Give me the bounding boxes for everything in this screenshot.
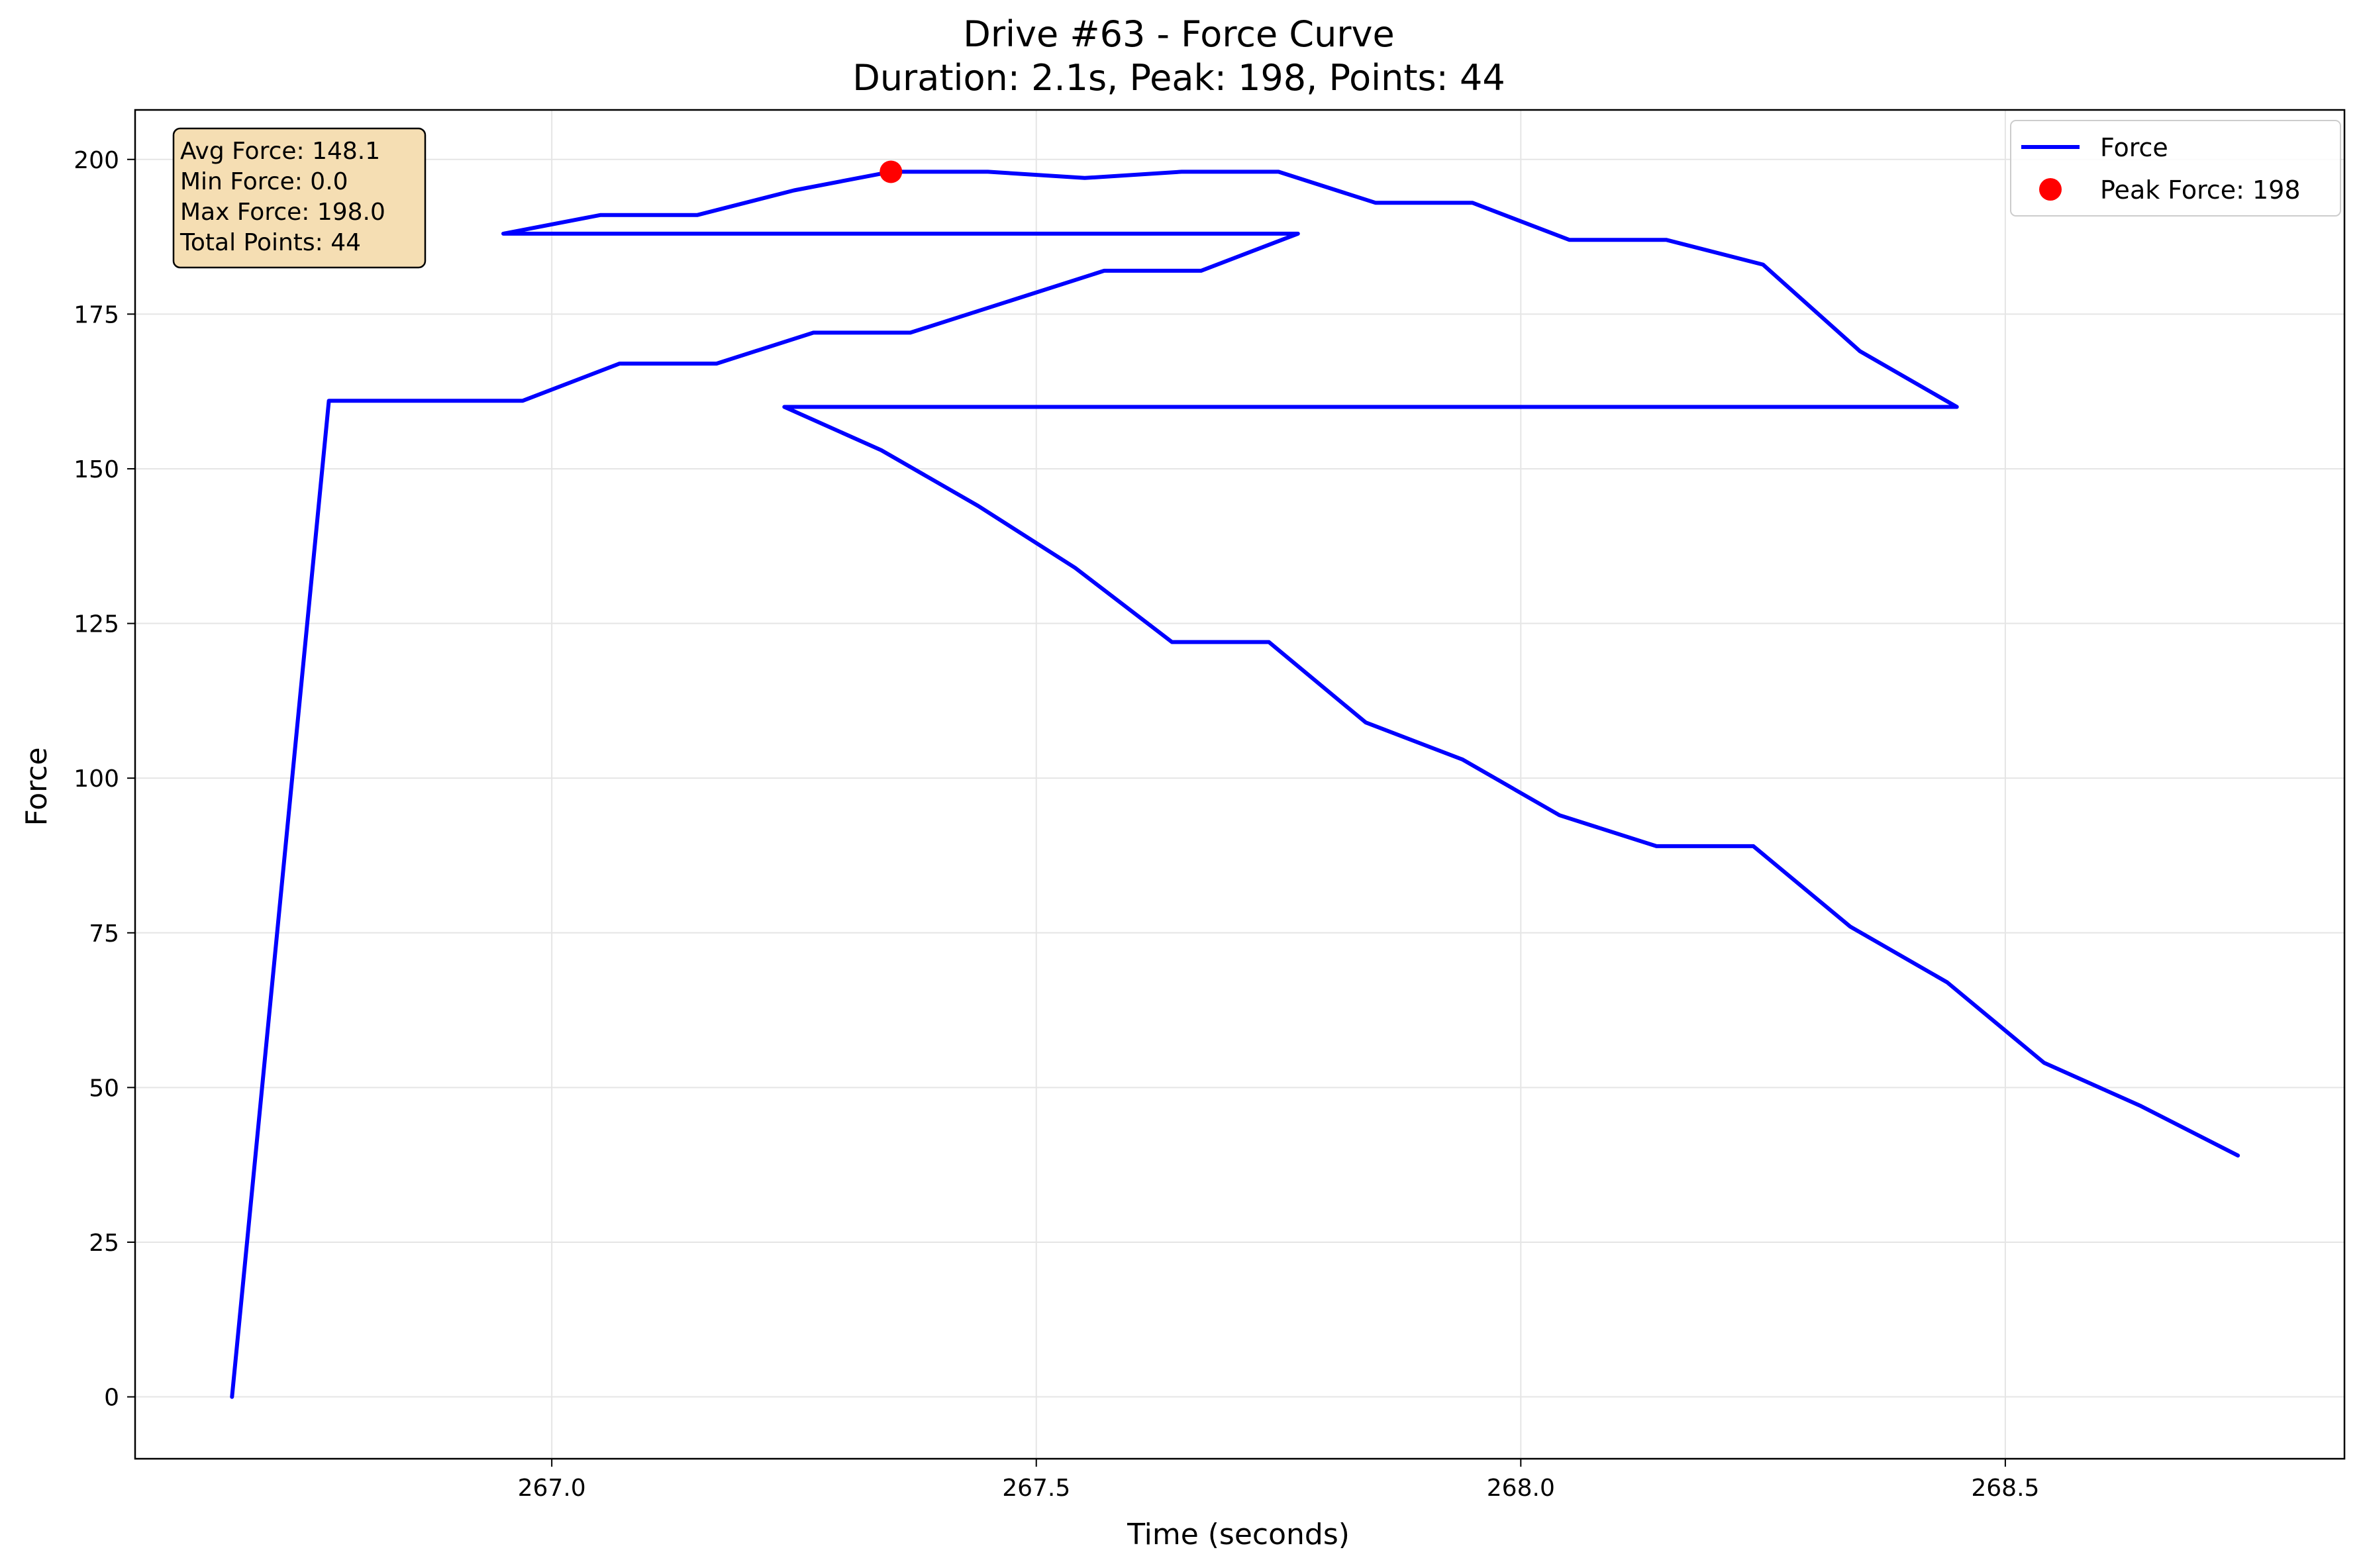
y-tick-label: 150 xyxy=(74,456,119,483)
y-tick-label: 50 xyxy=(89,1075,119,1102)
y-tick-label: 0 xyxy=(104,1385,119,1412)
x-axis-label: Time (seconds) xyxy=(1127,1518,1350,1551)
series-layer xyxy=(230,160,2240,1399)
stats-box: Avg Force: 148.1 Min Force: 0.0 Max Forc… xyxy=(172,127,427,269)
chart-title: Drive #63 - Force Curve xyxy=(963,13,1394,55)
legend-peak-swatch xyxy=(2039,178,2062,201)
y-tick-label: 100 xyxy=(74,765,119,793)
y-tick-label: 75 xyxy=(89,920,119,948)
x-tick-label: 267.0 xyxy=(518,1475,586,1502)
grid xyxy=(135,110,2344,1459)
x-tick-label: 268.5 xyxy=(1971,1475,2039,1502)
force-series-line xyxy=(230,170,2240,1399)
peak-force-marker xyxy=(880,160,903,183)
legend-force-label: Force xyxy=(2100,133,2168,162)
plot-frame xyxy=(134,109,2346,1460)
x-tick-label: 268.0 xyxy=(1487,1475,1555,1502)
y-tick-label: 25 xyxy=(89,1230,119,1257)
stats-max-force: Max Force: 198.0 xyxy=(180,199,385,226)
y-tick-label: 200 xyxy=(74,147,119,174)
y-tick-label: 125 xyxy=(74,611,119,638)
stats-min-force: Min Force: 0.0 xyxy=(180,168,348,195)
stats-total-points: Total Points: 44 xyxy=(179,229,361,256)
x-tick-label: 267.5 xyxy=(1002,1475,1070,1502)
legend: Force Peak Force: 198 xyxy=(2010,120,2341,217)
stats-avg-force: Avg Force: 148.1 xyxy=(180,138,380,165)
axis-ticks: 267.0 267.5 268.0 268.5 0 25 50 75 100 125 150 175 2… xyxy=(74,147,2039,1502)
y-axis-label: Force xyxy=(20,747,54,826)
legend-peak-label: Peak Force: 198 xyxy=(2100,175,2301,205)
chart-subtitle: Duration: 2.1s, Peak: 198, Points: 44 xyxy=(852,57,1505,99)
y-tick-label: 175 xyxy=(74,301,119,328)
